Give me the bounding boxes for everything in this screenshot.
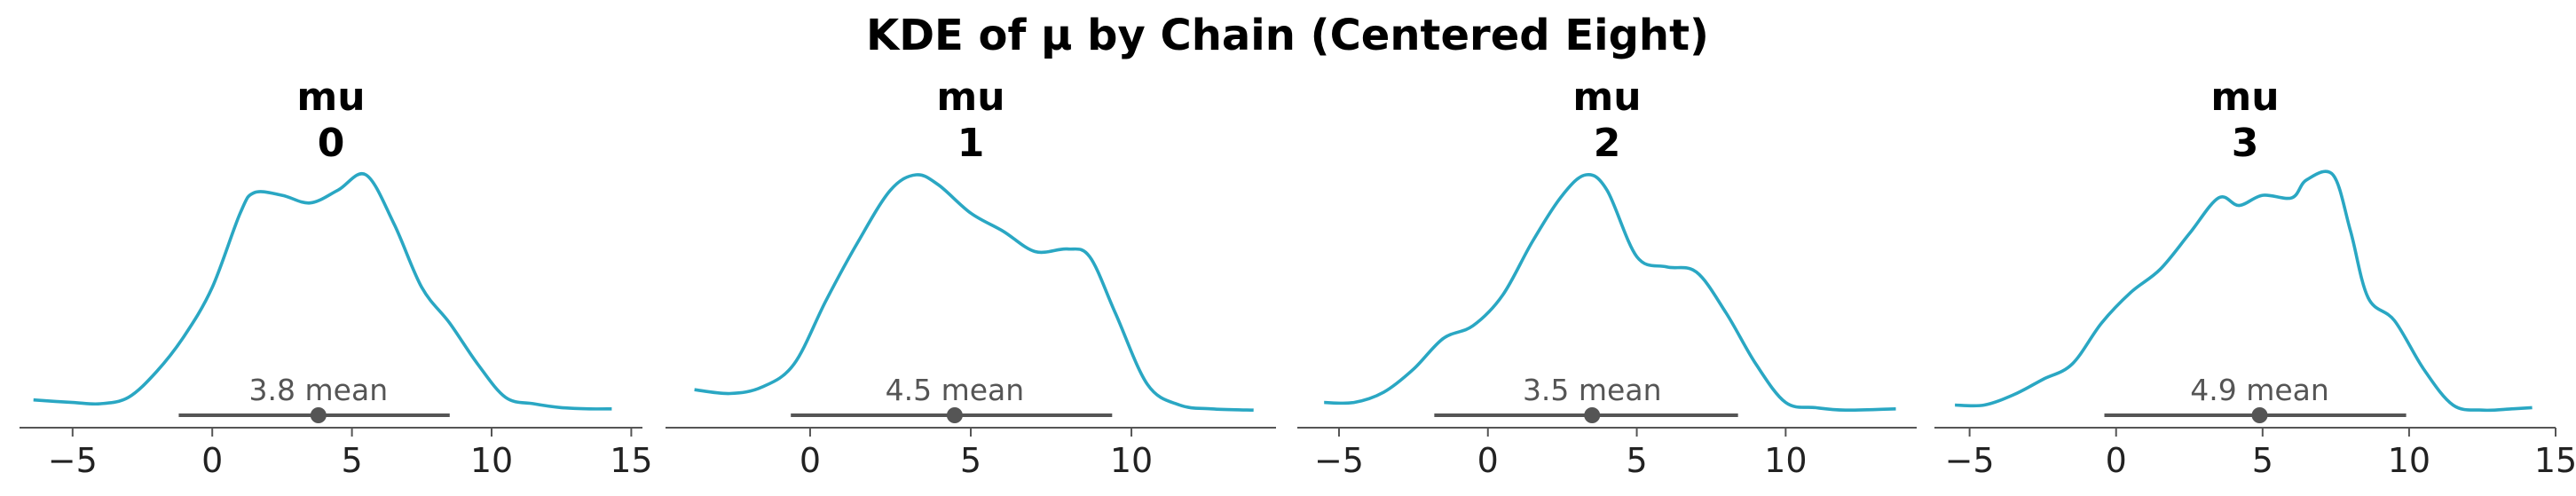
mean-label: 3.5 mean [1523, 373, 1662, 407]
kde-curve [33, 171, 612, 411]
mean-label: 4.9 mean [2190, 373, 2329, 407]
panel-title-var: mu [1572, 75, 1641, 120]
panel-title-chain: 2 [1594, 121, 1621, 166]
x-tick-label: 0 [201, 441, 223, 480]
panel-0: mu0−5 0 5 10 153.8 mean [20, 75, 653, 480]
mean-label: 4.5 mean [886, 373, 1025, 407]
panel-title-chain: 3 [2232, 121, 2259, 166]
kde-curve [694, 173, 1254, 412]
mean-point [1584, 407, 1601, 423]
x-tick-label: 10 [1110, 441, 1153, 480]
panel-3: mu3 −5 0 5 10 15 4.9 mean [1934, 75, 2576, 480]
x-tick-label: −5 [1945, 441, 1995, 480]
x-tick-label: 5 [342, 441, 363, 480]
panel-title-var: mu [2210, 75, 2279, 120]
panel-2: mu2 −5 0 5 10 3.5 mean [1297, 75, 1917, 480]
x-tick-label: 10 [1764, 441, 1807, 480]
x-tick-label: 10 [2388, 441, 2430, 480]
x-tick-label: −5 [1314, 441, 1364, 480]
mean-label: 3.8 mean [249, 373, 389, 407]
x-tick-label: 0 [1477, 441, 1499, 480]
kde-curve [1955, 169, 2533, 413]
x-tick-label: 5 [960, 441, 981, 480]
x-tick-label: 5 [2252, 441, 2273, 480]
mean-point [310, 407, 327, 423]
x-tick-label: 0 [2106, 441, 2127, 480]
kde-curve [1324, 173, 1896, 413]
figure-title: KDE of μ by Chain (Centered Eight) [866, 11, 1709, 60]
x-tick-label: 0 [800, 441, 821, 480]
x-tick-label: 5 [1626, 441, 1647, 480]
mean-point [946, 407, 963, 423]
panel-title-chain: 0 [318, 121, 345, 166]
x-tick-label: 15 [610, 441, 652, 480]
mean-point [2251, 407, 2268, 423]
x-tick-label: −5 [48, 441, 98, 480]
panel-title-var: mu [296, 75, 365, 120]
x-tick-label: 10 [470, 441, 513, 480]
x-tick-label: 15 [2534, 441, 2576, 480]
panel-title-chain: 1 [957, 121, 985, 166]
panel-title-var: mu [936, 75, 1004, 120]
